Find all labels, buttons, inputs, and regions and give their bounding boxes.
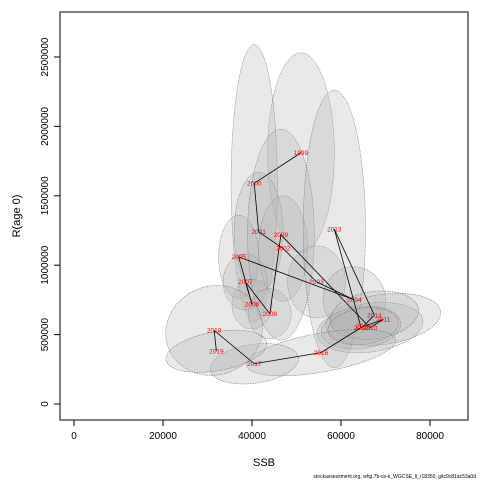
segment-2017-2018 <box>213 330 255 365</box>
segment-2016-2017 <box>254 352 322 365</box>
year-label-2005: 2005 <box>231 254 246 261</box>
year-label-2001: 2001 <box>251 229 266 236</box>
year-label-2004: 2004 <box>347 297 362 304</box>
trajectory-lines <box>213 152 384 365</box>
segment-2003-2004 <box>316 281 355 301</box>
year-label-2018: 2018 <box>207 328 222 335</box>
year-label-2000: 2000 <box>247 181 262 188</box>
year-label-2003: 2003 <box>309 279 324 286</box>
year-label-2019: 2019 <box>209 348 224 355</box>
y-tick-label: 1500000 <box>40 176 51 215</box>
segment-2006-2007 <box>244 281 253 305</box>
segment-2007-2008 <box>245 281 271 315</box>
x-axis-title: SSB <box>253 457 275 469</box>
year-label-2008: 2008 <box>263 311 278 318</box>
year-label-2007: 2007 <box>238 279 253 286</box>
y-tick-label: 0 <box>40 401 51 407</box>
year-label-2017: 2017 <box>247 361 262 368</box>
segment-2015-2016 <box>320 325 364 353</box>
x-axis: 0 20000 40000 60000 80000 <box>71 419 444 442</box>
year-label-2012: 2012 <box>354 325 369 332</box>
segment-2009-2010 <box>280 234 371 328</box>
segment-2013-2014 <box>333 228 375 316</box>
segment-2014-2015 <box>362 314 375 327</box>
year-label-2010: 2010 <box>363 325 378 332</box>
year-label-1999: 1999 <box>294 150 309 157</box>
year-labels: 1999 2000 2001 2002 2003 2004 2005 2006 2007 2008… <box>207 150 391 368</box>
year-label-2002: 2002 <box>276 246 291 253</box>
segment-2012-2013 <box>333 229 362 328</box>
segment-1999-2000 <box>254 152 302 184</box>
year-label-2006: 2006 <box>245 301 260 308</box>
year-label-2014: 2014 <box>367 312 382 319</box>
year-label-2011: 2011 <box>376 317 390 324</box>
year-label-2016: 2016 <box>314 350 329 357</box>
segment-2010-2011 <box>369 318 384 328</box>
x-tick-label: 80000 <box>416 431 444 442</box>
y-axis: 0 500000 1000000 1500000 2000000 2500000 <box>40 37 61 407</box>
segment-2002-2003 <box>282 248 317 283</box>
y-tick-label: 2500000 <box>40 37 51 76</box>
y-tick-label: 500000 <box>40 317 51 351</box>
segment-2008-2009 <box>269 234 282 314</box>
segment-2011-2012 <box>360 318 384 329</box>
y-tick-label: 2000000 <box>40 106 51 145</box>
segment-2000-2001 <box>253 183 260 232</box>
segment-2018-2019 <box>213 330 217 352</box>
uncertainty-ellipses <box>165 44 441 385</box>
year-label-2015: 2015 <box>356 323 371 330</box>
year-label-2013: 2013 <box>327 226 342 233</box>
footer-note: stockassessment.org, whg.7b-ce-k_WGCSE_l… <box>313 474 476 480</box>
x-tick-label: 20000 <box>149 431 177 442</box>
x-tick-label: 60000 <box>327 431 355 442</box>
x-tick-label: 40000 <box>238 431 266 442</box>
year-label-2009: 2009 <box>274 232 289 239</box>
segment-2004-2005 <box>238 256 355 301</box>
y-axis-title: R(age 0) <box>11 195 23 238</box>
y-tick-label: 1000000 <box>40 245 51 284</box>
x-tick-label: 0 <box>71 431 77 442</box>
